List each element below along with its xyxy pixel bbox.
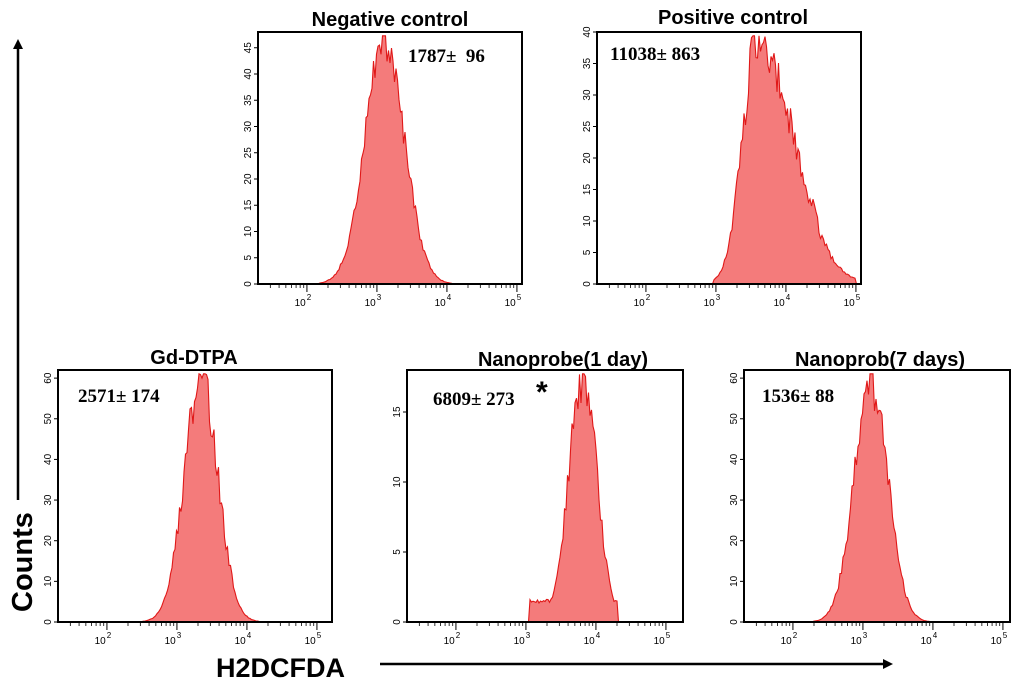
y-tick-label: 15 <box>582 184 593 196</box>
x-tick-label: 103 <box>851 631 868 647</box>
x-tick-label: 105 <box>844 293 861 309</box>
x-tick-label: 105 <box>654 631 671 647</box>
y-tick-label: 5 <box>582 249 593 255</box>
panel-nanoprobe-1-day: Nanoprobe(1 day) 6809± 273 * 0 5 10 15 102 10… <box>392 349 684 647</box>
y-tick-label: 0 <box>392 619 403 625</box>
x-tick-label: 102 <box>444 631 461 647</box>
x-tick-label: 102 <box>781 631 798 647</box>
y-tick-label: 35 <box>243 94 254 106</box>
significance-asterisk: * <box>536 376 548 409</box>
y-tick-label: 50 <box>729 413 740 425</box>
plot-frame <box>406 369 684 623</box>
panel-annotation: 1787± 96 <box>408 46 485 67</box>
panel-nanoprob-7-days: Nanoprob(7 days) 1536± 88 0 10 20 30 40 50 60 1… <box>729 349 1011 647</box>
y-tick-label: 15 <box>243 199 254 211</box>
counts-axis-label: Counts <box>7 512 39 612</box>
x-tick-label: 104 <box>584 631 601 647</box>
panel-annotation: 2571± 174 <box>78 386 160 407</box>
x-tick-label: 105 <box>991 631 1008 647</box>
y-tick-label: 40 <box>243 68 254 80</box>
y-tick-label: 40 <box>729 453 740 465</box>
y-tick-label: 20 <box>729 535 740 547</box>
plot-frame <box>743 369 1011 623</box>
x-tick-label: 103 <box>514 631 531 647</box>
y-tick-label: 10 <box>43 575 54 587</box>
y-tick-label: 30 <box>582 89 593 101</box>
y-tick-label: 25 <box>582 121 593 133</box>
y-tick-label: 15 <box>392 406 403 418</box>
x-tick-label: 104 <box>921 631 938 647</box>
y-tick-label: 10 <box>392 476 403 488</box>
y-tick-label: 30 <box>243 121 254 133</box>
y-tick-label: 35 <box>582 58 593 70</box>
y-tick-label: 50 <box>43 413 54 425</box>
y-tick-label: 60 <box>729 372 740 384</box>
x-tick-label: 102 <box>634 293 651 309</box>
y-tick-label: 0 <box>43 619 54 625</box>
x-tick-label: 104 <box>435 293 452 309</box>
histogram-area <box>597 35 861 285</box>
h2dcfda-axis-label: H2DCFDA <box>216 653 345 681</box>
panel-annotation: 11038± 863 <box>610 44 700 65</box>
plot-frame <box>257 31 523 285</box>
x-tick-label: 103 <box>365 293 382 309</box>
y-tick-label: 0 <box>243 281 254 287</box>
panel-gd-dtpa: Gd-DTPA 2571± 174 0 10 20 30 40 50 60 102 103 104… <box>43 347 333 647</box>
panel-title: Nanoprob(7 days) <box>795 349 965 371</box>
y-tick-label: 5 <box>392 549 403 555</box>
y-tick-label: 30 <box>43 494 54 506</box>
y-tick-label: 10 <box>582 215 593 227</box>
y-tick-label: 40 <box>43 453 54 465</box>
panel-positive-control: Positive control 11038± 863 0 5 10 15 20 25 30… <box>582 7 862 309</box>
x-tick-label: 103 <box>165 631 182 647</box>
y-tick-label: 5 <box>243 255 254 261</box>
panel-title: Gd-DTPA <box>150 347 237 369</box>
y-tick-label: 20 <box>243 173 254 185</box>
x-tick-label: 105 <box>305 631 322 647</box>
panel-annotation: 1536± 88 <box>762 386 834 407</box>
panel-title: Nanoprobe(1 day) <box>478 349 648 371</box>
x-tick-label: 102 <box>95 631 112 647</box>
y-tick-label: 0 <box>729 619 740 625</box>
histogram-area <box>258 35 522 285</box>
y-tick-label: 10 <box>729 575 740 587</box>
x-tick-label: 105 <box>505 293 522 309</box>
histogram-area <box>58 372 332 623</box>
y-tick-label: 10 <box>243 226 254 238</box>
x-tick-label: 104 <box>235 631 252 647</box>
plot-frame <box>57 369 333 623</box>
panel-annotation: 6809± 273 <box>433 389 515 410</box>
panel-title: Negative control <box>312 9 469 31</box>
histogram-area <box>744 373 1010 623</box>
y-tick-label: 40 <box>582 26 593 38</box>
y-tick-label: 20 <box>582 152 593 164</box>
x-tick-label: 104 <box>774 293 791 309</box>
y-tick-label: 25 <box>243 147 254 159</box>
y-tick-label: 0 <box>582 281 593 287</box>
y-tick-label: 45 <box>243 42 254 54</box>
x-tick-label: 103 <box>704 293 721 309</box>
y-tick-label: 60 <box>43 372 54 384</box>
panel-title: Positive control <box>658 7 808 29</box>
y-tick-label: 20 <box>43 535 54 547</box>
histogram-area <box>407 373 683 623</box>
y-tick-label: 30 <box>729 494 740 506</box>
x-tick-label: 102 <box>295 293 312 309</box>
panel-negative-control: Negative control 1787± 96 0 5 10 15 20 25 30 35… <box>243 9 523 309</box>
